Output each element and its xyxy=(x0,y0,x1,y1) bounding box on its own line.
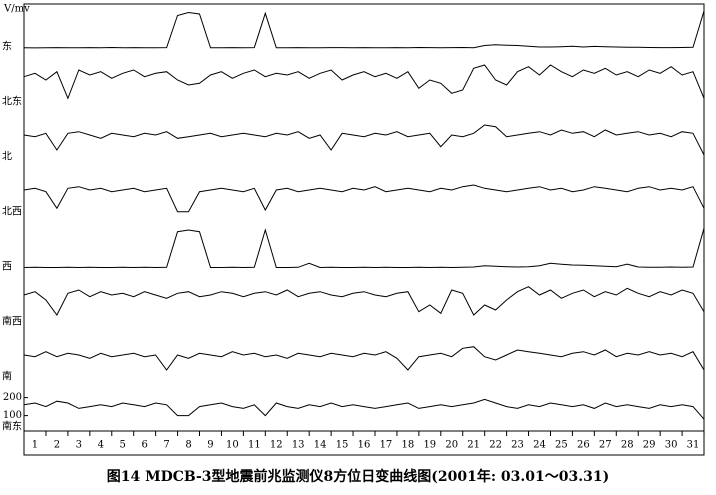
x-tick-label: 3 xyxy=(76,440,82,451)
x-tick-label: 25 xyxy=(555,440,568,451)
x-tick-label: 28 xyxy=(621,440,634,451)
series-label: 南西 xyxy=(2,315,22,328)
series-label: 北东 xyxy=(2,95,22,108)
x-tick-label: 24 xyxy=(533,440,546,451)
x-tick-label: 22 xyxy=(489,440,502,451)
x-tick-label: 4 xyxy=(98,440,104,451)
trace xyxy=(23,346,705,371)
series-label: 南 xyxy=(2,370,12,383)
x-tick-label: 6 xyxy=(141,440,147,451)
x-tick-label: 12 xyxy=(270,440,283,451)
trace xyxy=(23,286,705,316)
x-tick-label: 10 xyxy=(226,440,239,451)
trace xyxy=(23,124,705,156)
x-tick-label: 5 xyxy=(120,440,126,451)
x-tick-label: 23 xyxy=(511,440,524,451)
x-tick-label: 8 xyxy=(185,440,191,451)
x-tick-label: 31 xyxy=(687,440,700,451)
series-label: 北 xyxy=(2,151,12,163)
trace xyxy=(23,10,705,49)
x-tick-label: 1 xyxy=(32,440,38,451)
x-tick-label: 29 xyxy=(643,440,656,451)
trace xyxy=(23,64,705,100)
x-tick-label: 11 xyxy=(248,440,261,451)
y-tick-label: 200 xyxy=(3,392,22,403)
x-tick-label: 2 xyxy=(54,440,60,451)
x-tick-label: 13 xyxy=(292,440,305,451)
x-tick-label: 20 xyxy=(445,440,458,451)
trace xyxy=(23,184,705,213)
x-tick-label: 7 xyxy=(163,440,169,451)
y-axis-label: V/mv xyxy=(3,4,30,15)
series-label: 东 xyxy=(2,40,12,53)
x-tick-label: 19 xyxy=(423,440,436,451)
series-label: 西 xyxy=(2,262,12,273)
trace xyxy=(23,228,705,269)
x-tick-label: 16 xyxy=(358,440,371,451)
x-tick-label: 27 xyxy=(599,440,612,451)
series-label: 南东 xyxy=(2,420,22,433)
x-tick-label: 15 xyxy=(336,440,349,451)
chart-title: 图14 MDCB-3型地震前兆监测仪8方位日变曲线图(2001年: 03.01～… xyxy=(107,468,609,485)
series-label: 北西 xyxy=(2,206,22,218)
x-tick-label: 17 xyxy=(380,440,393,451)
trace xyxy=(23,398,705,420)
x-tick-label: 9 xyxy=(207,440,213,451)
y-tick-label: 100 xyxy=(3,410,22,421)
x-tick-label: 26 xyxy=(577,440,590,451)
x-tick-label: 14 xyxy=(314,440,327,451)
x-tick-label: 30 xyxy=(665,440,678,451)
x-tick-label: 21 xyxy=(467,440,480,451)
x-tick-label: 18 xyxy=(402,440,415,451)
